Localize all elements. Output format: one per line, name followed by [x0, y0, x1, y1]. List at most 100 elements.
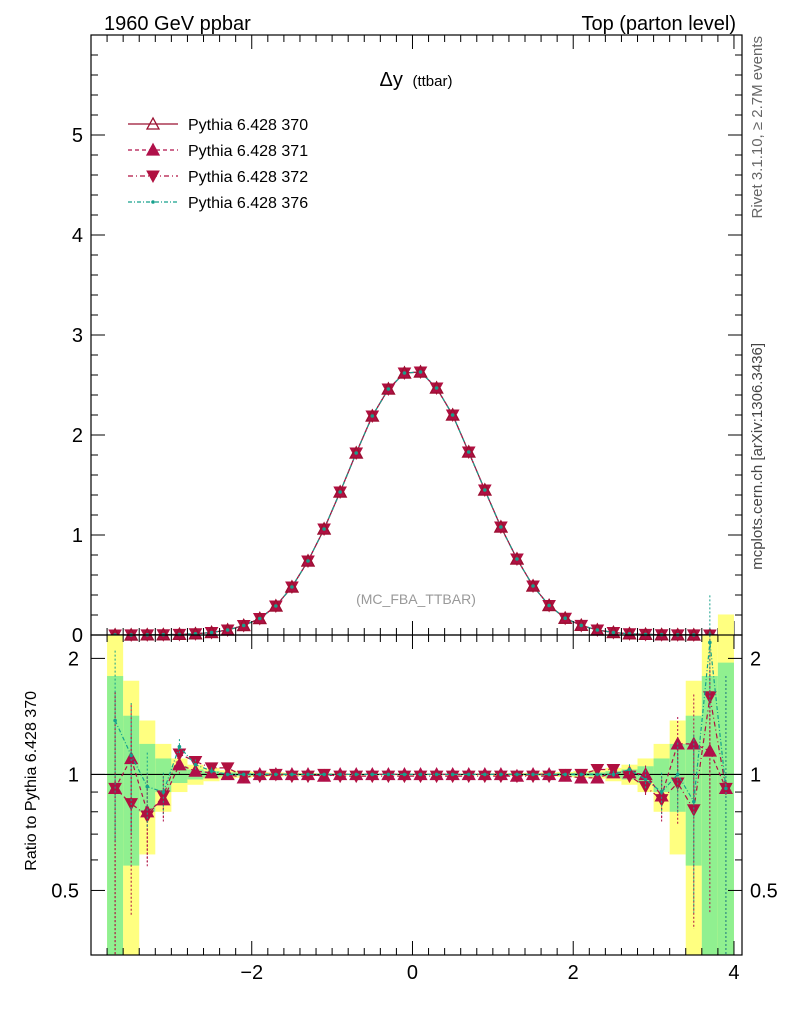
data-point [418, 370, 423, 374]
ratio-point [188, 756, 203, 769]
ratio-y-tick-label: 0.5 [51, 880, 79, 902]
data-point [236, 618, 251, 632]
data-point [531, 584, 535, 588]
ratio-point [354, 772, 359, 777]
main-title-suffix: (ttbar) [412, 73, 452, 90]
legend-label: Pythia 6.428 370 [188, 117, 308, 134]
legend-label: Pythia 6.428 371 [188, 143, 308, 160]
ratio-point [659, 790, 664, 794]
data-point [563, 616, 567, 620]
ratio-bands [107, 614, 734, 955]
data-point [670, 627, 685, 641]
data-point [509, 551, 525, 565]
ratio-point [338, 772, 342, 777]
ratio-point [145, 784, 150, 789]
ratio-point [161, 790, 166, 794]
legend: Pythia 6.428 370 Pythia 6.428 371 Pythia 6… [128, 116, 308, 212]
ratio-point [333, 770, 347, 784]
data-point [252, 611, 267, 625]
ratio-point [708, 640, 712, 645]
ratio-point [241, 772, 246, 777]
ratio-series-group [108, 595, 734, 955]
ratio-point [611, 772, 616, 777]
data-point [386, 387, 391, 391]
uncertainty-band-inner [653, 758, 670, 793]
legend-marker [145, 142, 161, 156]
main-panel: (MC_FBA_TTBAR) 0 1 2 3 4 5 Δy (ttbar) Pythia … [72, 34, 743, 647]
ratio-panel: 0.5 0.51 12 2−2 0 2 4 Ratio to Pythia 6.428 37… [23, 595, 778, 984]
x-tick-label: 0 [407, 962, 418, 984]
ratio-point [370, 772, 375, 777]
ratio-point [209, 769, 214, 773]
x-tick-label: 2 [568, 962, 579, 984]
data-point [209, 630, 214, 635]
data-point [172, 627, 187, 641]
ratio-point [220, 762, 235, 775]
legend-label: Pythia 6.428 372 [188, 169, 308, 186]
ratio-point [627, 767, 632, 772]
ratio-point [188, 763, 203, 777]
data-point [622, 626, 637, 640]
data-point [638, 627, 653, 641]
data-point [574, 618, 589, 632]
ratio-point [547, 772, 551, 777]
ratio-point [675, 772, 680, 777]
energy-label: 1960 GeV ppbar [104, 13, 251, 35]
ratio-ylabel: Ratio to Pythia 6.428 370 [23, 691, 40, 871]
data-point [274, 604, 278, 608]
ratio-point [494, 770, 508, 784]
data-point [429, 380, 444, 394]
ratio-point [418, 772, 423, 777]
legend-marker [145, 116, 161, 130]
x-tick-label: 4 [728, 962, 739, 984]
ratio-point [274, 772, 278, 777]
ratio-point [172, 757, 187, 771]
data-point [381, 381, 396, 395]
data-point [397, 365, 412, 379]
x-tick-label: −2 [240, 962, 263, 984]
data-point [450, 413, 455, 417]
data-point [140, 627, 155, 641]
data-point [525, 578, 541, 592]
ratio-point [386, 772, 391, 777]
data-point [225, 628, 230, 632]
y-tick-label: 5 [72, 125, 83, 147]
main-watermark: (MC_FBA_TTBAR) [356, 591, 476, 607]
data-point [306, 559, 310, 563]
ratio-point [531, 772, 535, 777]
data-point [338, 490, 342, 494]
ratio-frame [90, 634, 743, 956]
data-point [434, 386, 439, 390]
data-point [413, 364, 428, 378]
data-point [370, 414, 375, 418]
data-point [477, 482, 492, 496]
ratio-point [177, 744, 182, 749]
data-point [493, 519, 508, 533]
data-point [558, 610, 573, 624]
ratio-point [225, 772, 230, 777]
data-point [156, 627, 171, 641]
ratio-point [322, 772, 326, 777]
ratio-point [193, 762, 198, 767]
ratio-point [579, 772, 584, 777]
ratio-point [590, 763, 605, 777]
ratio-y-tick-label: 2 [68, 648, 79, 670]
y-tick-label: 2 [72, 425, 83, 447]
data-point [354, 451, 359, 455]
data-point [499, 525, 503, 529]
y-tick-label: 3 [72, 325, 83, 347]
ratio-axes: 0.5 0.5 1 1 2 2 −2 0 2 4 [51, 635, 778, 984]
data-point [300, 553, 316, 567]
ratio-point [515, 772, 519, 777]
data-point [542, 598, 557, 612]
ratio-point [349, 770, 364, 784]
data-point [461, 444, 476, 458]
data-point [333, 484, 348, 498]
data-point [290, 585, 294, 589]
ratio-point [129, 753, 133, 758]
data-point [284, 579, 300, 593]
data-point [445, 407, 460, 421]
data-point [483, 488, 487, 492]
data-point [365, 408, 380, 422]
